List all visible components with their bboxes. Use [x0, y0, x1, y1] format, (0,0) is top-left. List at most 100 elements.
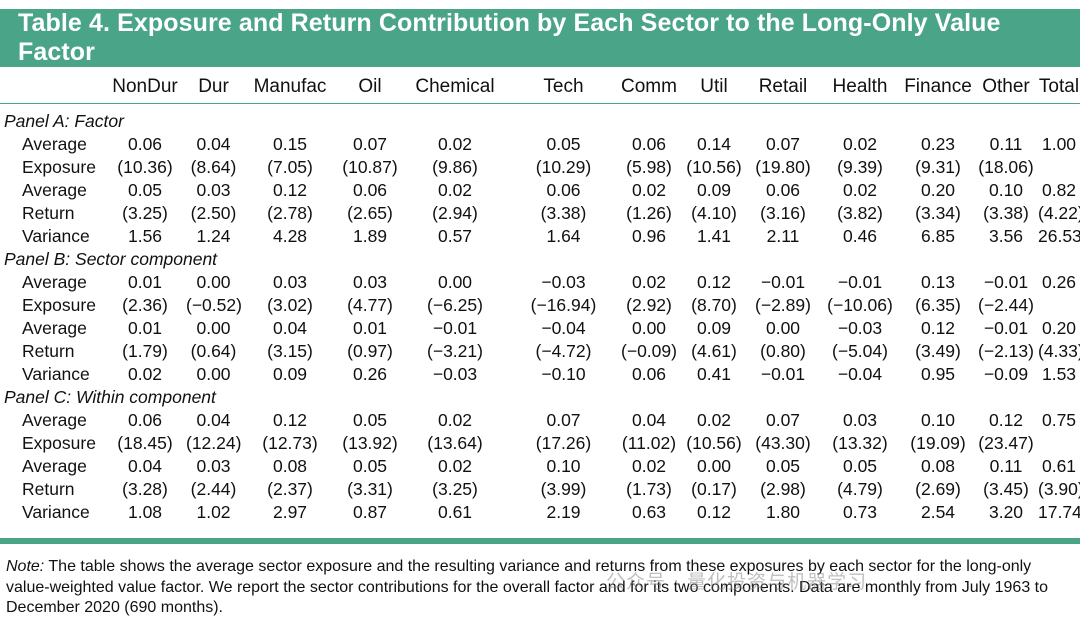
table-cell: (11.02) — [621, 433, 677, 453]
column-header: Dur — [186, 70, 241, 104]
table-cell: 0.10 — [920, 410, 956, 430]
table-row: Average 0.04 0.03 0.08 0.05 0.02 0.10 0.02 0.00 0… — [0, 455, 1080, 478]
table-cell: (13.64) — [427, 433, 483, 453]
table-cell: (3.02) — [267, 295, 313, 315]
table-cell: 0.12 — [920, 318, 956, 338]
row-label: Variance — [22, 364, 90, 384]
note-text: The table shows the average sector expos… — [6, 558, 1049, 616]
table-cell: 0.06 — [127, 134, 163, 154]
table-cell: 0.61 — [437, 502, 473, 522]
table-cell: 0.08 — [920, 456, 956, 476]
table-cell: −0.03 — [837, 318, 883, 338]
table-cell: 4.28 — [272, 226, 308, 246]
table-row: Variance 1.56 1.24 4.28 1.89 0.57 1.64 0.96 1.41… — [0, 225, 1080, 248]
table-cell: 0.02 — [631, 456, 667, 476]
panel-header-row: Panel C: Within component — [0, 386, 1080, 409]
table-cell: 0.07 — [546, 410, 581, 430]
table-cell: 0.01 — [352, 318, 388, 338]
table-cell: (7.05) — [267, 157, 313, 177]
table-cell: 0.02 — [842, 180, 878, 200]
table-cell: 0.00 — [765, 318, 801, 338]
table-cell: 1.24 — [196, 226, 231, 246]
table-row: Exposure (18.45) (12.24) (12.73) (13.92) (13.… — [0, 432, 1080, 455]
table-cell: 0.00 — [196, 364, 231, 384]
table-title-bar: Table 4. Exposure and Return Contributio… — [0, 9, 1080, 67]
stub-header — [0, 70, 104, 104]
table-cell: 0.02 — [127, 364, 163, 384]
table-cell: (−10.06) — [827, 295, 893, 315]
panel-label: Panel A: Factor — [4, 111, 124, 131]
table-cell: 0.41 — [696, 364, 732, 384]
table-row: Average 0.06 0.04 0.12 0.05 0.02 0.07 0.04 0.02 0… — [0, 409, 1080, 432]
table-cell: 0.04 — [272, 318, 308, 338]
table-cell: (1.73) — [626, 479, 672, 499]
table-cell: (19.80) — [755, 157, 811, 177]
table-cell: (2.69) — [915, 479, 961, 499]
table-cell: 0.11 — [989, 134, 1023, 154]
table-cell: 1.80 — [765, 502, 801, 522]
table-cell: 0.02 — [631, 180, 667, 200]
table-cell: (10.29) — [535, 157, 592, 177]
table-cell: 0.09 — [696, 318, 732, 338]
table-cell: 0.05 — [127, 180, 163, 200]
table-cell: 0.11 — [989, 456, 1023, 476]
column-header: NonDur — [104, 70, 186, 104]
table-cell: 0.03 — [272, 272, 308, 292]
panel-header-row: Panel B: Sector component — [0, 248, 1080, 271]
table-cell: 0.26 — [1041, 272, 1077, 292]
table-cell: (4.61) — [691, 341, 737, 361]
table-cell: −0.01 — [432, 318, 478, 338]
table-cell: 0.03 — [842, 410, 878, 430]
table-cell: 0.12 — [696, 502, 732, 522]
column-header: Comm — [618, 70, 680, 104]
table-cell: 0.14 — [696, 134, 732, 154]
table-cell: (1.79) — [122, 341, 168, 361]
table-cell: (2.94) — [432, 203, 478, 223]
table-cell: 6.85 — [920, 226, 956, 246]
table-cell: (3.49) — [915, 341, 961, 361]
table-cell: 0.03 — [196, 456, 231, 476]
table-cell: (3.25) — [432, 479, 478, 499]
table-cell: (2.78) — [267, 203, 313, 223]
table-cell: 1.41 — [696, 226, 732, 246]
column-header: Manufac — [241, 70, 339, 104]
table-cell: 3.20 — [988, 502, 1024, 522]
table-cell: 0.05 — [546, 134, 581, 154]
table-cell: −0.10 — [541, 364, 586, 384]
table-cell: 0.46 — [842, 226, 878, 246]
table-cell: (2.37) — [267, 479, 313, 499]
panel-label: Panel B: Sector component — [4, 249, 218, 269]
table-cell: 0.00 — [631, 318, 667, 338]
row-label: Variance — [22, 502, 90, 522]
table-cell: 0.82 — [1041, 180, 1077, 200]
table-cell: (12.24) — [186, 433, 242, 453]
table-cell: 0.06 — [631, 134, 667, 154]
table-cell: 0.02 — [437, 134, 473, 154]
row-label: Average — [22, 272, 87, 292]
table-cell: (3.16) — [760, 203, 806, 223]
table-cell: (5.98) — [626, 157, 672, 177]
bottom-rule — [0, 538, 1080, 544]
table-cell: (0.64) — [190, 341, 237, 361]
table-cell: (−4.72) — [535, 341, 592, 361]
watermark: 公众号 · 量化投资与机器学习 — [606, 571, 868, 593]
table-cell: (3.38) — [540, 203, 587, 223]
table-cell: (−2.89) — [755, 295, 811, 315]
table-cell: 2.54 — [920, 502, 956, 522]
table-cell: (2.92) — [626, 295, 672, 315]
table-row: Exposure (10.36) (8.64) (7.05) (10.87) (9.86)… — [0, 156, 1080, 179]
table-cell: (2.44) — [190, 479, 237, 499]
table-cell: 0.06 — [127, 410, 163, 430]
table-cell: 0.13 — [920, 272, 956, 292]
table-cell: 0.87 — [352, 502, 388, 522]
table-cell: 1.64 — [546, 226, 581, 246]
table-cell: (3.90) — [1038, 479, 1080, 499]
column-header: Oil — [339, 70, 401, 104]
table-cell: (3.82) — [837, 203, 883, 223]
table-cell: (1.26) — [626, 203, 672, 223]
table-cell: (8.70) — [691, 295, 737, 315]
table-cell: (2.36) — [122, 295, 168, 315]
table-row: Average 0.01 0.00 0.04 0.01 −0.01 −0.04 0.00 0.0… — [0, 317, 1080, 340]
table-cell: −0.04 — [541, 318, 586, 338]
note-prefix: Note: — [6, 558, 45, 575]
